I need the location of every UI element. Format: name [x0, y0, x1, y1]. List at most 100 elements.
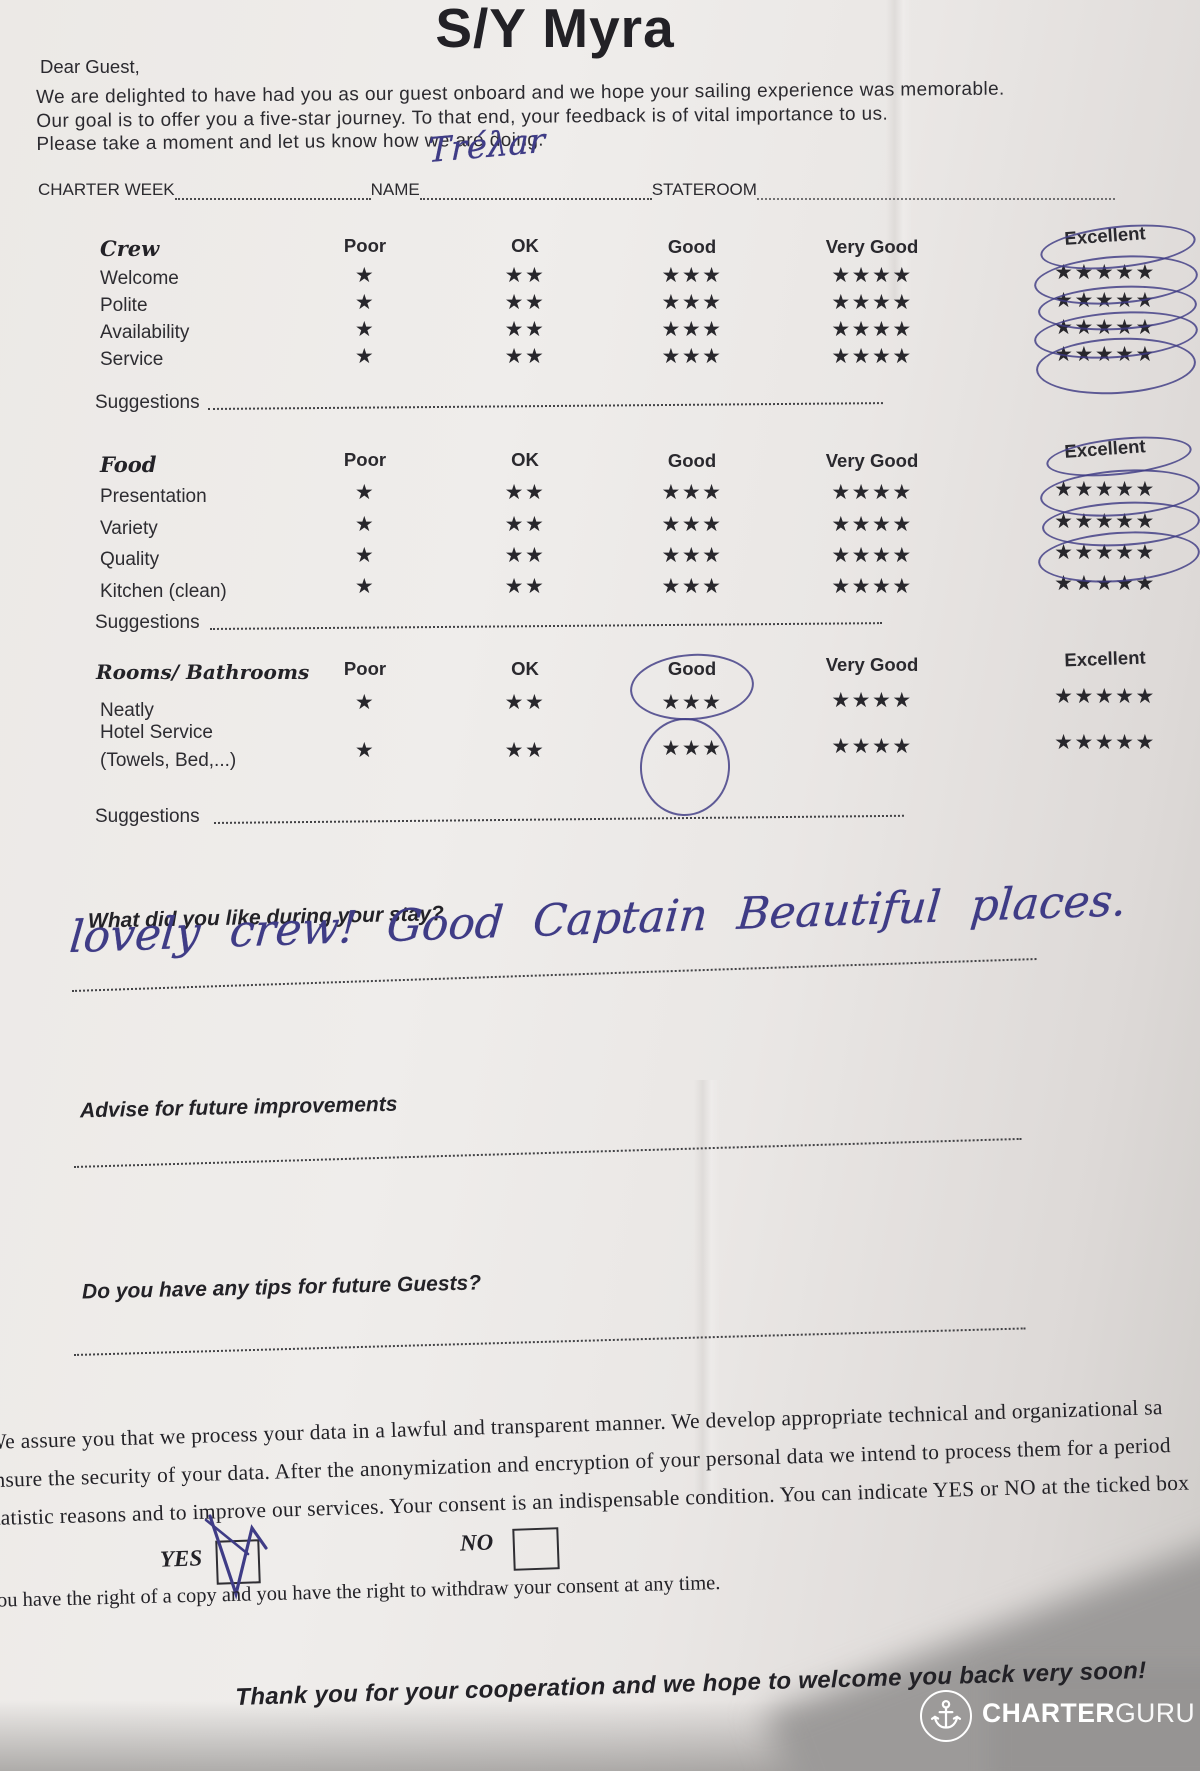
name-label: NAME [370, 180, 420, 199]
column-header-good: Good [667, 658, 717, 679]
anchor-icon [930, 1700, 962, 1729]
rating-2-stars: ★★ [504, 739, 546, 762]
column-header-very-good: Very Good [825, 654, 919, 675]
rating-3-stars: ★★★ [661, 513, 723, 536]
pen-tick-mark [204, 1514, 268, 1600]
brand-name-light: GURU [1115, 1698, 1196, 1728]
column-header-poor: Poor [343, 449, 387, 470]
row-label: Variety [100, 518, 158, 539]
rating-3-stars: ★★★ [661, 345, 723, 368]
rating-1-star: ★ [354, 264, 376, 287]
form-fields-row: CHARTER WEEK NAME STATEROOM [38, 180, 1115, 200]
rating-2-stars: ★★ [504, 345, 546, 368]
column-header-good: Good [667, 236, 717, 257]
no-label: NO [459, 1529, 494, 1556]
rating-1-star: ★ [354, 513, 376, 536]
rating-5-stars: ★★★★★ [1054, 510, 1156, 533]
rating-2-stars: ★★ [504, 318, 546, 341]
pen-circle-rooms-hotel-service-good [636, 714, 734, 820]
salutation: Dear Guest, [40, 56, 140, 77]
rating-4-stars: ★★★★ [831, 264, 913, 287]
column-header-ok: OK [511, 235, 539, 256]
rating-1-star: ★ [354, 318, 376, 341]
rooms-section-title: Rooms/ Bathrooms [96, 660, 310, 684]
row-label: Availability [100, 322, 190, 343]
rating-2-stars: ★★ [504, 481, 546, 504]
rating-4-stars: ★★★★ [831, 513, 913, 536]
rating-1-star: ★ [354, 575, 376, 598]
rating-1-star: ★ [354, 691, 376, 714]
row-label: Hotel Service [100, 722, 213, 743]
column-header-excellent: Excellent [1064, 646, 1146, 671]
rating-3-stars: ★★★ [661, 481, 723, 504]
row-label: Welcome [100, 268, 179, 289]
paper-crease [886, 0, 912, 300]
crew-section-title: Crew [100, 236, 160, 261]
rating-4-stars: ★★★★ [831, 345, 913, 368]
rating-5-stars: ★★★★★ [1054, 572, 1156, 595]
column-header-ok: OK [511, 449, 539, 470]
row-label: Neatly [100, 700, 154, 721]
paper-crease [694, 1080, 720, 1500]
suggestions-label: Suggestions [95, 392, 200, 413]
rating-2-stars: ★★ [504, 691, 546, 714]
rating-4-stars: ★★★★ [831, 481, 913, 504]
row-label: Service [100, 349, 164, 370]
row-label: Presentation [100, 486, 207, 507]
rating-3-stars: ★★★ [661, 264, 723, 287]
rating-2-stars: ★★ [504, 575, 546, 598]
suggestions-line [210, 622, 882, 630]
rating-5-stars: ★★★★★ [1054, 316, 1156, 339]
rating-3-stars: ★★★ [661, 575, 723, 598]
brand-name-bold: CHARTER [982, 1698, 1116, 1728]
suggestions-label: Suggestions [95, 806, 200, 827]
rating-2-stars: ★★ [504, 291, 546, 314]
rating-3-stars: ★★★ [661, 291, 723, 314]
rating-4-stars: ★★★★ [831, 689, 913, 712]
row-label: Polite [100, 295, 148, 316]
name-field [419, 184, 652, 200]
row-label: Quality [100, 549, 160, 570]
rating-3-stars: ★★★ [661, 544, 723, 567]
suggestions-line [208, 402, 883, 410]
column-header-poor: Poor [343, 235, 387, 256]
rating-2-stars: ★★ [504, 513, 546, 536]
suggestions-line [214, 814, 904, 824]
no-checkbox [512, 1527, 560, 1571]
rating-2-stars: ★★ [504, 264, 546, 287]
rating-1-star: ★ [354, 739, 376, 762]
column-header-poor: Poor [343, 658, 387, 679]
answer-line-1 [72, 958, 1037, 992]
handwritten-answer-1: lovely crew! Good Captain Beautiful plac… [67, 875, 1129, 964]
question-3-label: Do you have any tips for future Guests? [81, 1271, 482, 1304]
row-label: Kitchen (clean) [100, 581, 227, 602]
food-section-title: Food [100, 452, 157, 477]
brand-name: CHARTERGURU [982, 1698, 1195, 1729]
rating-5-stars: ★★★★★ [1054, 261, 1156, 284]
answer-line-3 [74, 1327, 1026, 1356]
pen-circle-rooms-neatly-good [627, 649, 757, 725]
consent-rights-text: You have the right of a copy and you hav… [0, 1572, 721, 1612]
rating-4-stars: ★★★★ [831, 575, 913, 598]
rating-4-stars: ★★★★ [831, 318, 913, 341]
charter-week-field [174, 184, 371, 200]
column-header-good: Good [667, 450, 717, 471]
rating-4-stars: ★★★★ [831, 735, 913, 758]
rating-5-stars: ★★★★★ [1054, 343, 1156, 366]
page-title: S/Y Myra [435, 0, 675, 59]
rating-2-stars: ★★ [504, 544, 546, 567]
stateroom-field [756, 184, 1115, 200]
table-background [990, 1668, 1200, 1771]
row-sublabel: (Towels, Bed,...) [100, 750, 237, 771]
rating-1-star: ★ [354, 544, 376, 567]
column-header-ok: OK [511, 658, 539, 679]
rating-4-stars: ★★★★ [831, 291, 913, 314]
column-header-very-good: Very Good [825, 450, 919, 471]
rating-3-stars: ★★★ [661, 318, 723, 341]
rating-1-star: ★ [354, 345, 376, 368]
answer-line-2 [74, 1137, 1022, 1168]
rating-5-stars: ★★★★★ [1054, 731, 1156, 754]
charter-week-label: CHARTER WEEK [38, 180, 175, 199]
rating-5-stars: ★★★★★ [1054, 541, 1156, 564]
